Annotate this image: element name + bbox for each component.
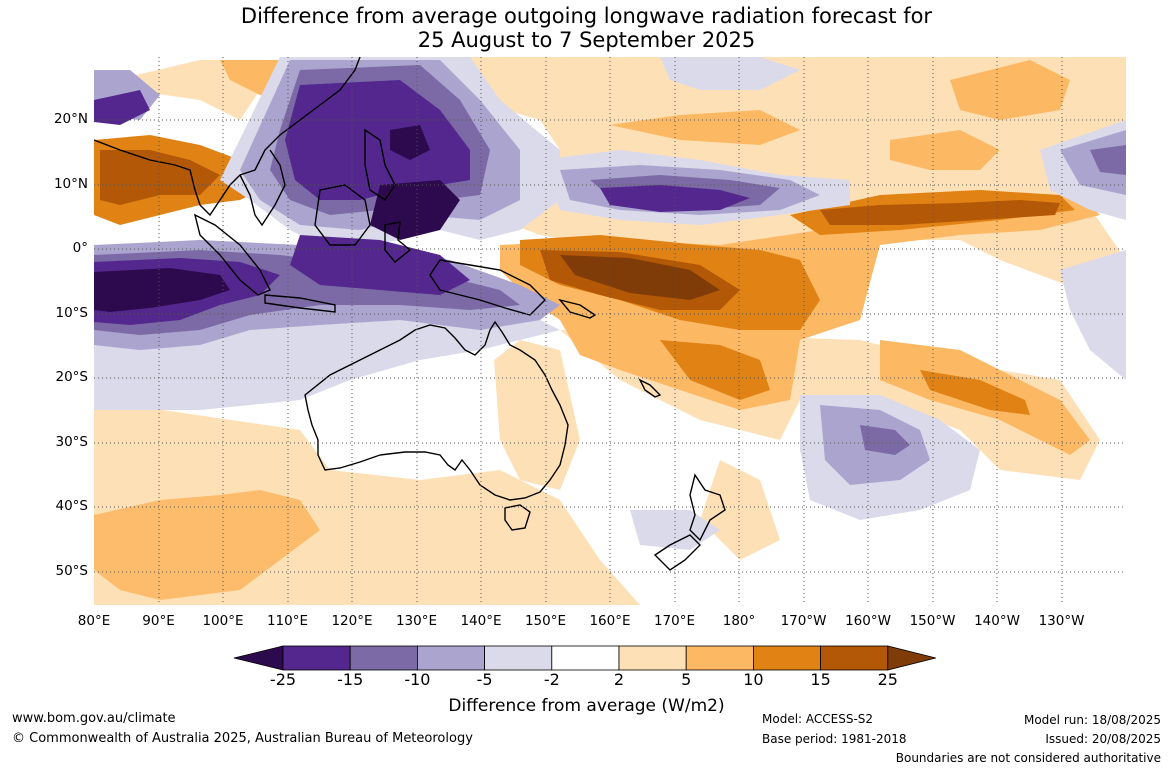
colorbar <box>233 645 936 671</box>
title-line-2: 25 August to 7 September 2025 <box>417 28 756 52</box>
latitude-tick-label: 20°S <box>55 369 89 385</box>
new-caledonia-coastline <box>638 378 662 398</box>
sumatra-coastline <box>193 213 271 296</box>
java-coastline <box>264 294 336 313</box>
colorbar-swatch <box>282 645 351 671</box>
title-line-1: Difference from average outgoing longwav… <box>240 4 933 28</box>
colorbar-tick-label: -5 <box>476 670 493 689</box>
latitude-tick-label: 40°S <box>55 498 89 514</box>
anomaly-below-minus-25 <box>94 125 460 312</box>
longitude-tick-label: 80°E <box>77 613 111 629</box>
longitude-tick-label: 130°E <box>395 613 438 629</box>
colorbar-swatch <box>685 645 754 671</box>
longitude-tick-label: 160°W <box>845 613 891 629</box>
base-period-text: Base period: 1981-2018 <box>762 732 907 746</box>
colorbar-title: Difference from average (W/m2) <box>448 696 725 716</box>
longitude-tick-label: 150°E <box>524 613 567 629</box>
colorbar-tick-label: 25 <box>877 670 898 689</box>
website-link[interactable]: www.bom.gov.au/climate <box>12 711 176 726</box>
colorbar-tick-label: 2 <box>613 670 625 689</box>
australia-coastline <box>304 320 569 501</box>
longitude-tick-label: 90°E <box>142 613 175 629</box>
colorbar-swatch <box>753 645 822 671</box>
solomon-islands-coastline <box>558 298 597 319</box>
latitude-tick-label: 10°S <box>55 305 89 321</box>
latitude-tick-label: 0° <box>72 240 88 256</box>
longitude-tick-label: 160°E <box>589 613 631 629</box>
new-zealand-north-coastline <box>689 473 726 542</box>
colorbar-extend-high <box>887 645 936 671</box>
longitude-tick-label: 120°E <box>331 613 373 629</box>
philippines-coastline <box>364 128 396 201</box>
colorbar-swatch <box>349 645 418 671</box>
colorbar-swatch <box>416 645 485 671</box>
boundaries-disclaimer: Boundaries are not considered authoritat… <box>895 751 1161 765</box>
longitude-tick-label: 110°E <box>266 613 309 629</box>
colorbar-tick-label: -2 <box>543 670 560 689</box>
longitude-tick-label: 100°E <box>202 613 244 629</box>
anomaly-field <box>94 57 1126 605</box>
longitude-tick-label: 140°W <box>974 613 1020 629</box>
graticule <box>94 57 1126 605</box>
colorbar-tick-label: -10 <box>404 670 431 689</box>
colorbar-swatch <box>820 645 889 671</box>
colorbar-tick-label: 5 <box>681 670 692 689</box>
longitude-tick-label: 150°W <box>909 613 956 629</box>
colorbar-tick-label: -15 <box>337 670 364 689</box>
model-run-text: Model run: 18/08/2025 <box>1023 713 1161 727</box>
borneo-coastline <box>314 184 371 246</box>
longitude-tick-label: 170°E <box>653 613 696 629</box>
model-text: Model: ACCESS-S2 <box>762 712 874 726</box>
colorbar-tick-label: -25 <box>269 670 297 689</box>
tasmania-coastline <box>504 504 531 531</box>
latitude-tick-label: 10°N <box>53 176 88 192</box>
colorbar-tick-label: 10 <box>743 670 764 689</box>
indochina-coastline <box>239 149 286 227</box>
colorbar-tick-label: 15 <box>810 670 831 689</box>
new-guinea-coastline <box>429 259 546 316</box>
longitude-tick-label: 130°W <box>1038 613 1085 629</box>
coastlines <box>94 57 726 571</box>
latitude-tick-label: 20°N <box>53 111 88 127</box>
map-title: Difference from average outgoing longwav… <box>0 4 1173 52</box>
copyright-text: © Commonwealth of Australia 2025, Austra… <box>12 731 473 746</box>
anomaly-above-25 <box>560 255 720 300</box>
issued-text: Issued: 20/08/2025 <box>1045 732 1161 746</box>
longitude-tick-label: 170°W <box>780 613 827 629</box>
latitude-tick-label: 50°S <box>55 563 89 579</box>
longitude-tick-label: 180° <box>722 613 756 629</box>
latitude-tick-label: 30°S <box>55 434 89 450</box>
new-zealand-south-coastline <box>653 534 701 571</box>
colorbar-swatch <box>551 645 620 671</box>
longitude-tick-label: 140°E <box>460 613 502 629</box>
colorbar-extend-low <box>233 645 284 671</box>
sulawesi-coastline <box>384 221 412 263</box>
colorbar-swatch <box>484 645 553 671</box>
colorbar-swatch <box>618 645 687 671</box>
